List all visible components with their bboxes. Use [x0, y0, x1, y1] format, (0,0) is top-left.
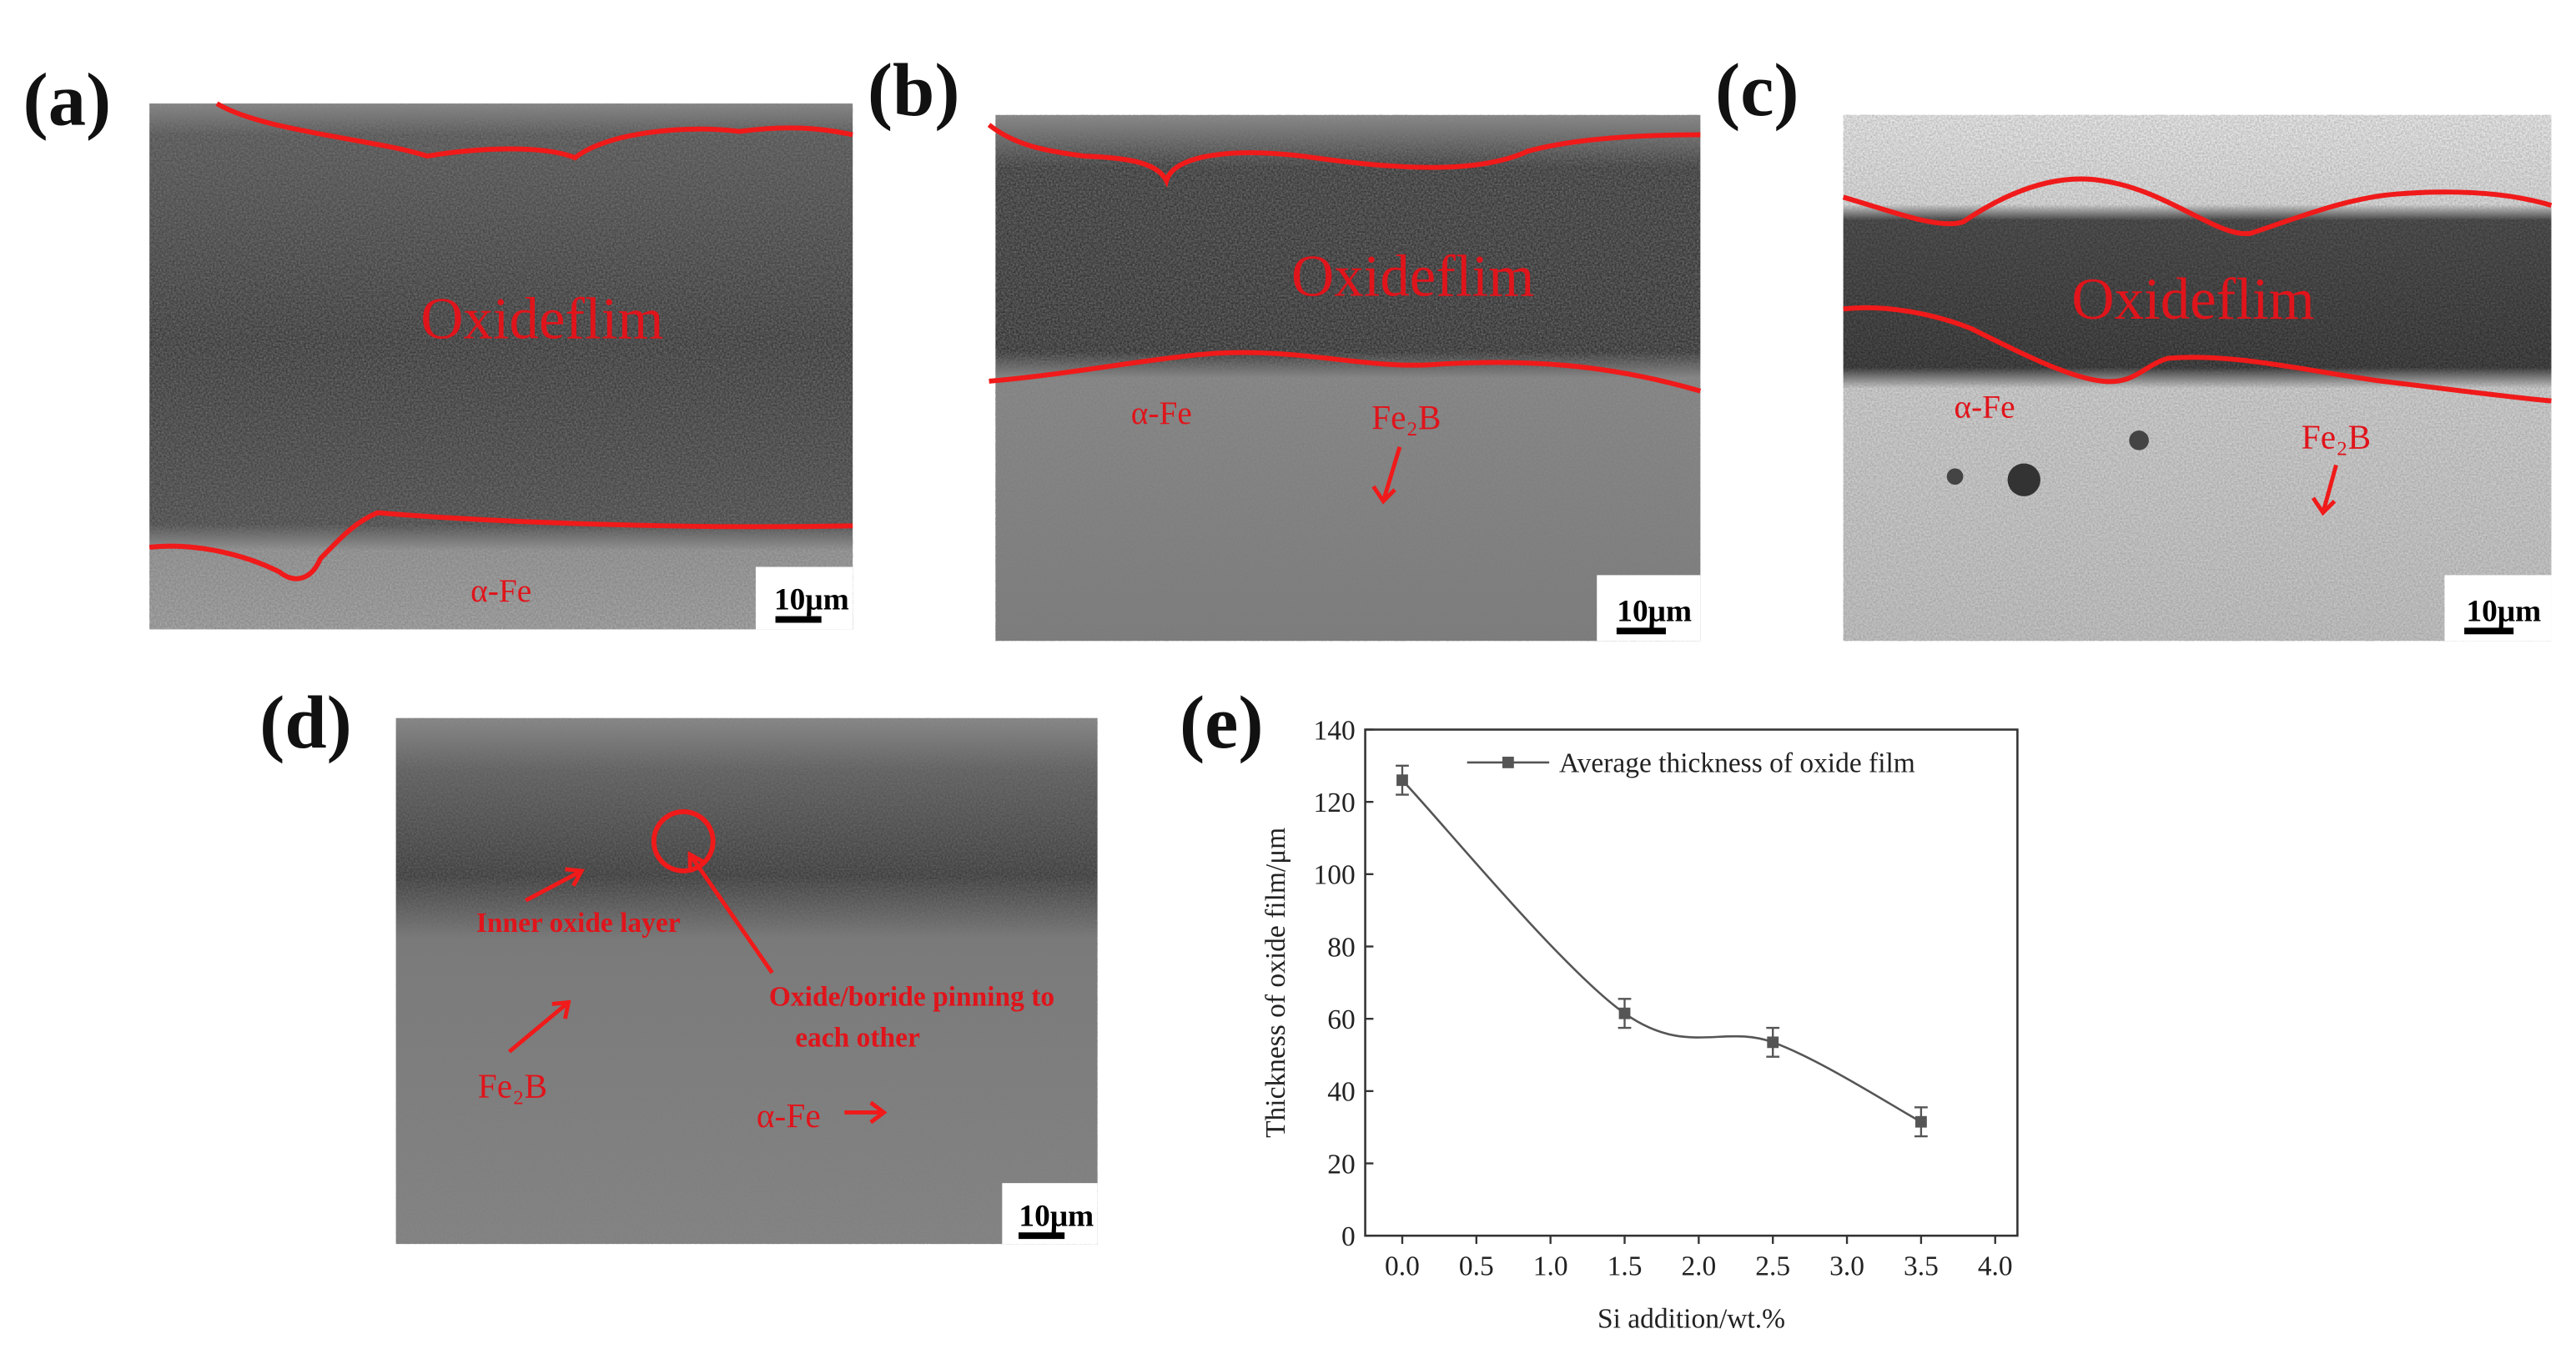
- x-tick-label: 0.5: [1459, 1251, 1494, 1281]
- x-tick-label: 3.5: [1904, 1251, 1939, 1281]
- plot-frame: [1364, 728, 2019, 1237]
- legend-label: Average thickness of oxide film: [1559, 748, 1915, 779]
- boundary: [148, 510, 853, 581]
- boundary: [989, 350, 1702, 394]
- y-tick-label: 80: [1327, 932, 1355, 963]
- micrograph-a: (a) Oxideflim α-Fe 10μm: [23, 58, 853, 630]
- arrow: [687, 851, 774, 974]
- annotation: Fe₂B: [1371, 398, 1441, 436]
- scale-bar: [1019, 1232, 1065, 1240]
- y-tick-label: 120: [1314, 788, 1356, 818]
- boundary: [1842, 176, 2553, 237]
- marker: [1915, 1115, 1927, 1128]
- y-axis-label: Thickness of oxide film/μm: [1260, 828, 1291, 1138]
- y-tick-label: 100: [1314, 860, 1356, 891]
- marker: [1396, 774, 1408, 787]
- micrograph-c: (c) Oxideflim α-Fe Fe₂B 10μm: [1715, 48, 2553, 642]
- x-tick-label: 4.0: [1978, 1251, 2013, 1281]
- annotation: α-Fe: [1131, 395, 1192, 431]
- y-tick-label: 40: [1327, 1077, 1355, 1108]
- boundary: [215, 101, 853, 161]
- arrow: [2311, 464, 2338, 516]
- arrow: [1371, 446, 1402, 505]
- scale-label: 10μm: [774, 583, 849, 617]
- micrograph-b: (b) Oxideflim α-Fe Fe₂B 10μm: [868, 48, 1702, 642]
- marker: [1618, 1007, 1631, 1019]
- panel-label: (e): [1180, 680, 1264, 764]
- arrow: [525, 867, 586, 903]
- y-tick-label: 20: [1327, 1149, 1355, 1180]
- y-tick-label: 60: [1327, 1004, 1355, 1035]
- annotation: Oxide/boride pinning to: [769, 981, 1054, 1012]
- micrograph-d: (d) Inner oxide layer Oxide/boride pinni…: [259, 680, 1098, 1245]
- texture: [149, 103, 853, 630]
- annotation: Oxideflim: [2071, 267, 2314, 332]
- panel-label: (d): [259, 680, 352, 764]
- texture: [395, 717, 1098, 1245]
- boundary: [987, 123, 1701, 188]
- annotation: Fe₂B: [2302, 418, 2371, 456]
- annotation: each other: [795, 1023, 920, 1054]
- scale-label: 10μm: [1019, 1199, 1094, 1233]
- annotation: α-Fe: [470, 572, 531, 609]
- y-tick-label: 140: [1314, 715, 1356, 746]
- scale-bar: [2464, 627, 2514, 635]
- x-tick-label: 1.0: [1533, 1251, 1568, 1281]
- x-axis-label: Si addition/wt.%: [1597, 1303, 1785, 1334]
- arrow: [507, 999, 571, 1054]
- annotation: α-Fe: [1954, 388, 2015, 425]
- x-tick-label: 1.5: [1607, 1251, 1643, 1281]
- panel-label: (b): [868, 48, 960, 132]
- pore: [2007, 463, 2040, 496]
- x-tick-label: 0.0: [1385, 1251, 1420, 1281]
- x-tick-label: 2.5: [1755, 1251, 1790, 1281]
- scale-bar: [775, 616, 822, 623]
- panel-label: (c): [1715, 48, 1799, 132]
- pore: [2129, 430, 2149, 450]
- annotation: α-Fe: [757, 1096, 821, 1135]
- series-line: [1401, 779, 1922, 1123]
- scale-bar: [1616, 627, 1666, 635]
- highlight-circle: [651, 809, 716, 873]
- x-tick-label: 2.0: [1681, 1251, 1716, 1281]
- marker: [1767, 1036, 1779, 1049]
- annotation: Inner oxide layer: [476, 908, 681, 939]
- pore: [1946, 468, 1964, 486]
- boundary: [1843, 305, 2552, 404]
- chart: (e) 0 20 40 60 80 100 120 140 0.0 0.5 1.0 1.5 2.0 2.5…: [1180, 680, 2019, 1334]
- y-tick-label: 0: [1341, 1221, 1356, 1252]
- scale-label: 10μm: [2466, 595, 2541, 629]
- arrow: [844, 1100, 888, 1125]
- annotation: Fe₂B: [478, 1067, 547, 1105]
- scale-label: 10μm: [1617, 595, 1692, 629]
- texture: [1843, 114, 2552, 642]
- annotation: Oxideflim: [420, 287, 663, 352]
- panel-label: (a): [23, 58, 112, 142]
- annotation: Oxideflim: [1291, 244, 1534, 310]
- x-tick-label: 3.0: [1829, 1251, 1864, 1281]
- legend-marker: [1502, 757, 1514, 768]
- texture: [995, 114, 1701, 642]
